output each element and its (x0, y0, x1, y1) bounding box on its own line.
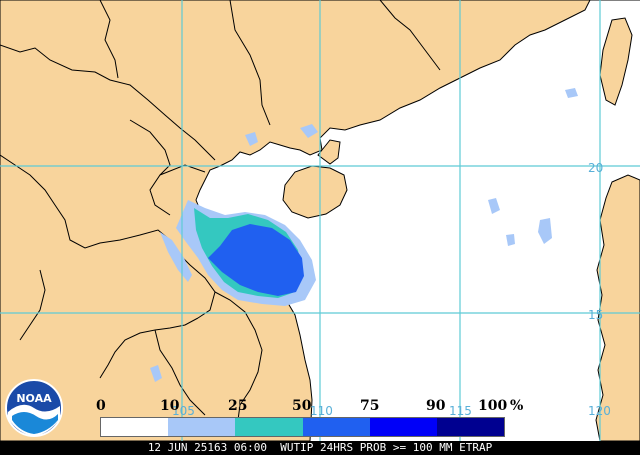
luzon-island (595, 174, 640, 442)
legend-tick-90: 90 (426, 398, 446, 414)
lat-label-20: 20 (588, 161, 603, 175)
prob-small-patch (245, 132, 258, 146)
latlon-grid (0, 0, 640, 441)
legend-segment-90-100 (436, 418, 505, 436)
prob-small-patch (538, 218, 552, 244)
legend-segment-25-50 (235, 418, 303, 436)
border-line (214, 291, 263, 421)
legend-segment-0-10 (101, 418, 169, 436)
lon-label-110: 110 (310, 404, 333, 418)
lon-label-105: 105 (172, 404, 195, 418)
legend-tick-50: 50 (292, 398, 312, 414)
lat-label-15: 15 (588, 308, 603, 322)
legend-tick-0: 0 (96, 398, 106, 414)
lon-label-115: 115 (449, 404, 472, 418)
border-line (0, 154, 216, 319)
legend-tick-75: 75 (360, 398, 380, 414)
legend-tick-10: 10 (160, 398, 180, 414)
border-line (379, 0, 441, 71)
legend-segment-75-90 (369, 418, 437, 436)
noaa-logo: NOAA (5, 379, 63, 437)
border-line (129, 119, 171, 216)
legend-segment-50-75 (302, 418, 370, 436)
taiwan-island (599, 17, 633, 106)
border-line (99, 0, 119, 79)
legend-unit: % (510, 398, 524, 414)
prob-50-75-area (208, 224, 304, 296)
prob-small-patch (150, 365, 162, 382)
border-line (0, 44, 216, 161)
border-line (159, 164, 206, 176)
prob-small-patch (488, 198, 500, 214)
svg-text:NOAA: NOAA (16, 392, 52, 405)
legend-tick-100: 100 (478, 398, 508, 414)
product-caption: 12 JUN 25163 06:00 WUTIP 24HRS PROB >= 1… (0, 441, 640, 455)
legend-tick-25: 25 (228, 398, 248, 414)
legend-segment-10-25 (168, 418, 236, 436)
border-line (154, 329, 206, 416)
lon-label-120: 120 (588, 404, 611, 418)
leizhou-peninsula (317, 139, 341, 165)
hainan-island (282, 165, 348, 219)
legend-colorbar (100, 417, 505, 437)
prob-small-patch (506, 234, 515, 246)
border-line (19, 269, 46, 341)
prob-small-patch (565, 88, 578, 98)
probability-shading (150, 88, 578, 382)
border-line (99, 317, 199, 379)
prob-10-25-area (160, 232, 192, 282)
border-line (229, 0, 271, 126)
prob-small-patch (300, 124, 318, 138)
border-layer (0, 0, 441, 421)
